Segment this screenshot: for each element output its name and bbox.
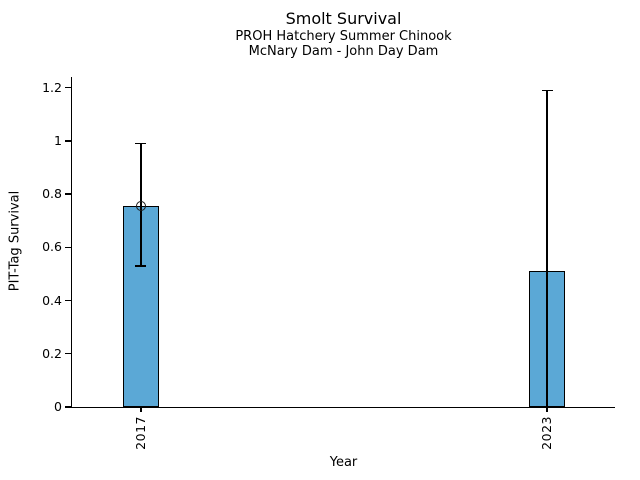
chart-subtitle-line1: PROH Hatchery Summer Chinook — [235, 29, 452, 44]
y-tick-label: 1.2 — [42, 79, 62, 95]
x-tick — [140, 407, 142, 412]
y-tick — [65, 86, 71, 89]
y-tick-label: 1 — [54, 132, 62, 148]
y-tick — [65, 140, 71, 142]
error-bar — [546, 90, 548, 407]
y-tick-label: 0 — [54, 399, 62, 414]
y-tick — [65, 353, 71, 355]
y-tick-label: 0.4 — [42, 292, 62, 308]
x-tick-label: 2017 — [132, 416, 148, 450]
x-axis-label: Year — [329, 455, 358, 470]
chart-subtitle-line2: McNary Dam - John Day Dam — [248, 44, 439, 59]
data-point-marker — [135, 201, 146, 212]
y-tick-label: 0.2 — [42, 345, 62, 361]
y-axis-label: PIT-Tag Survival — [7, 190, 23, 292]
y-tick — [65, 193, 71, 195]
y-tick — [65, 299, 71, 302]
y-tick — [65, 246, 71, 248]
error-bar-cap-low — [135, 265, 147, 267]
plot-area: 0 0.2 0.4 0.6 0.8 1 1.2 2017 2023 — [42, 77, 615, 450]
x-tick — [546, 407, 548, 412]
error-bar-cap-high — [541, 89, 553, 92]
y-tick-label: 0.8 — [42, 186, 62, 202]
error-bar-cap-high — [135, 142, 147, 145]
x-tick-label: 2023 — [539, 416, 555, 450]
y-tick — [65, 406, 71, 408]
chart-title: Smolt Survival — [285, 9, 402, 28]
y-tick-label: 0.6 — [42, 239, 62, 255]
